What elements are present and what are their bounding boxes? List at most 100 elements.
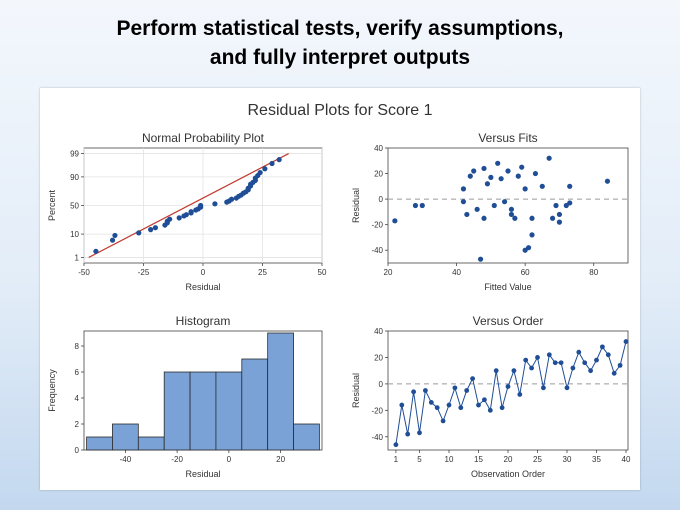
fits-point (392, 218, 398, 224)
fits-point (491, 202, 497, 209)
order-point (428, 400, 434, 405)
npp-point (167, 216, 173, 222)
order-point (458, 405, 464, 411)
fits-point (567, 183, 573, 189)
order-point (517, 392, 523, 397)
npp-point (269, 160, 275, 167)
order-point (440, 418, 446, 424)
residual-plots-svg: Residual Plots for Score 1 Normal Probab… (47, 102, 631, 479)
order-point (535, 355, 540, 360)
order-point (546, 352, 552, 358)
order-point (470, 376, 475, 381)
fits-point (501, 199, 508, 205)
fits-x-tick-label: 80 (589, 268, 598, 277)
order-point (552, 360, 558, 366)
order-point (393, 442, 399, 448)
order-x-tick-label: 15 (474, 455, 483, 464)
order-point (564, 385, 570, 391)
fits-point (567, 200, 573, 206)
order-plot-area (387, 330, 629, 451)
hist-y-tick-label: 0 (75, 446, 80, 455)
order-point (405, 431, 411, 437)
order-title: Versus Order (473, 314, 544, 328)
fits-point (546, 155, 552, 161)
npp-point (136, 230, 142, 236)
order-point (482, 397, 487, 403)
order-x-label: Observation Order (471, 469, 545, 479)
order-point (434, 405, 440, 411)
residual-plots-figure: Residual Plots for Score 1 Normal Probab… (40, 88, 640, 490)
npp-point (198, 202, 204, 209)
hist-y-tick-label: 6 (75, 368, 80, 377)
npp-point (188, 209, 194, 215)
fits-point (556, 219, 563, 225)
headline-line-1: Perform statistical tests, verify assump… (116, 17, 564, 40)
order-point (594, 357, 599, 363)
fits-point (488, 174, 494, 180)
hist-x-tick-label: 20 (276, 455, 285, 464)
order-point (464, 388, 470, 393)
npp-point (148, 227, 154, 233)
fits-y-tick-label: -40 (371, 246, 383, 255)
order-x-tick-label: 1 (394, 455, 399, 464)
fits-point (464, 211, 470, 218)
order-point (605, 352, 611, 358)
fits-y-tick-label: 20 (374, 170, 383, 179)
order-y-tick-label: 40 (374, 327, 383, 336)
order-point (523, 357, 529, 363)
fits-point (539, 183, 545, 189)
npp-y-tick-label: 1 (75, 253, 80, 262)
order-point (623, 339, 629, 344)
fits-point (498, 176, 504, 182)
fits-point (467, 173, 473, 179)
order-point (529, 365, 534, 371)
hist-y-tick-label: 4 (75, 394, 80, 403)
fits-point (484, 181, 491, 187)
fits-point (460, 186, 467, 192)
order-point (558, 360, 564, 366)
hist-bar (137, 436, 165, 451)
npp-point (109, 237, 116, 243)
figure-title: Residual Plots for Score 1 (248, 102, 433, 119)
npp-point (93, 248, 99, 254)
order-point (600, 344, 605, 350)
hist-y-label: Frequency (47, 369, 57, 412)
fits-point (495, 160, 501, 166)
order-x-tick-label: 25 (533, 455, 542, 464)
order-point (588, 368, 593, 374)
fits-x-tick-label: 40 (452, 268, 461, 277)
npp-point (176, 215, 182, 221)
fits-point (529, 215, 535, 221)
fits-y-tick-label: -20 (371, 221, 383, 230)
fits-title: Versus Fits (478, 131, 537, 145)
hist-x-tick-label: 0 (227, 455, 232, 464)
order-point (487, 407, 493, 413)
order-point (493, 368, 499, 374)
npp-x-tick-label: -50 (78, 268, 90, 277)
order-point (617, 362, 623, 368)
fits-point (471, 168, 477, 174)
npp-x-tick-label: -25 (138, 268, 150, 277)
order-point (423, 388, 428, 393)
fits-point (474, 206, 480, 212)
npp-y-tick-label: 99 (70, 150, 79, 159)
fits-point (604, 178, 611, 184)
page-headline: Perform statistical tests, verify assump… (0, 14, 680, 72)
hist-x-tick-label: -40 (120, 455, 132, 464)
fits-point (512, 215, 518, 221)
order-x-tick-label: 30 (563, 455, 572, 464)
hist-y-tick-label: 8 (75, 342, 80, 351)
npp-y-tick-label: 10 (70, 230, 79, 239)
order-point (576, 349, 582, 355)
npp-point (212, 201, 218, 207)
order-y-tick-label: -40 (371, 433, 383, 442)
order-point (582, 360, 588, 366)
hist-bar (215, 371, 243, 451)
order-x-tick-label: 20 (504, 455, 513, 464)
fits-point (419, 202, 425, 209)
order-point (399, 402, 405, 408)
npp-x-label: Residual (185, 282, 220, 292)
npp-point (112, 232, 118, 239)
npp-x-tick-label: 50 (318, 268, 327, 277)
fits-point (556, 211, 563, 218)
